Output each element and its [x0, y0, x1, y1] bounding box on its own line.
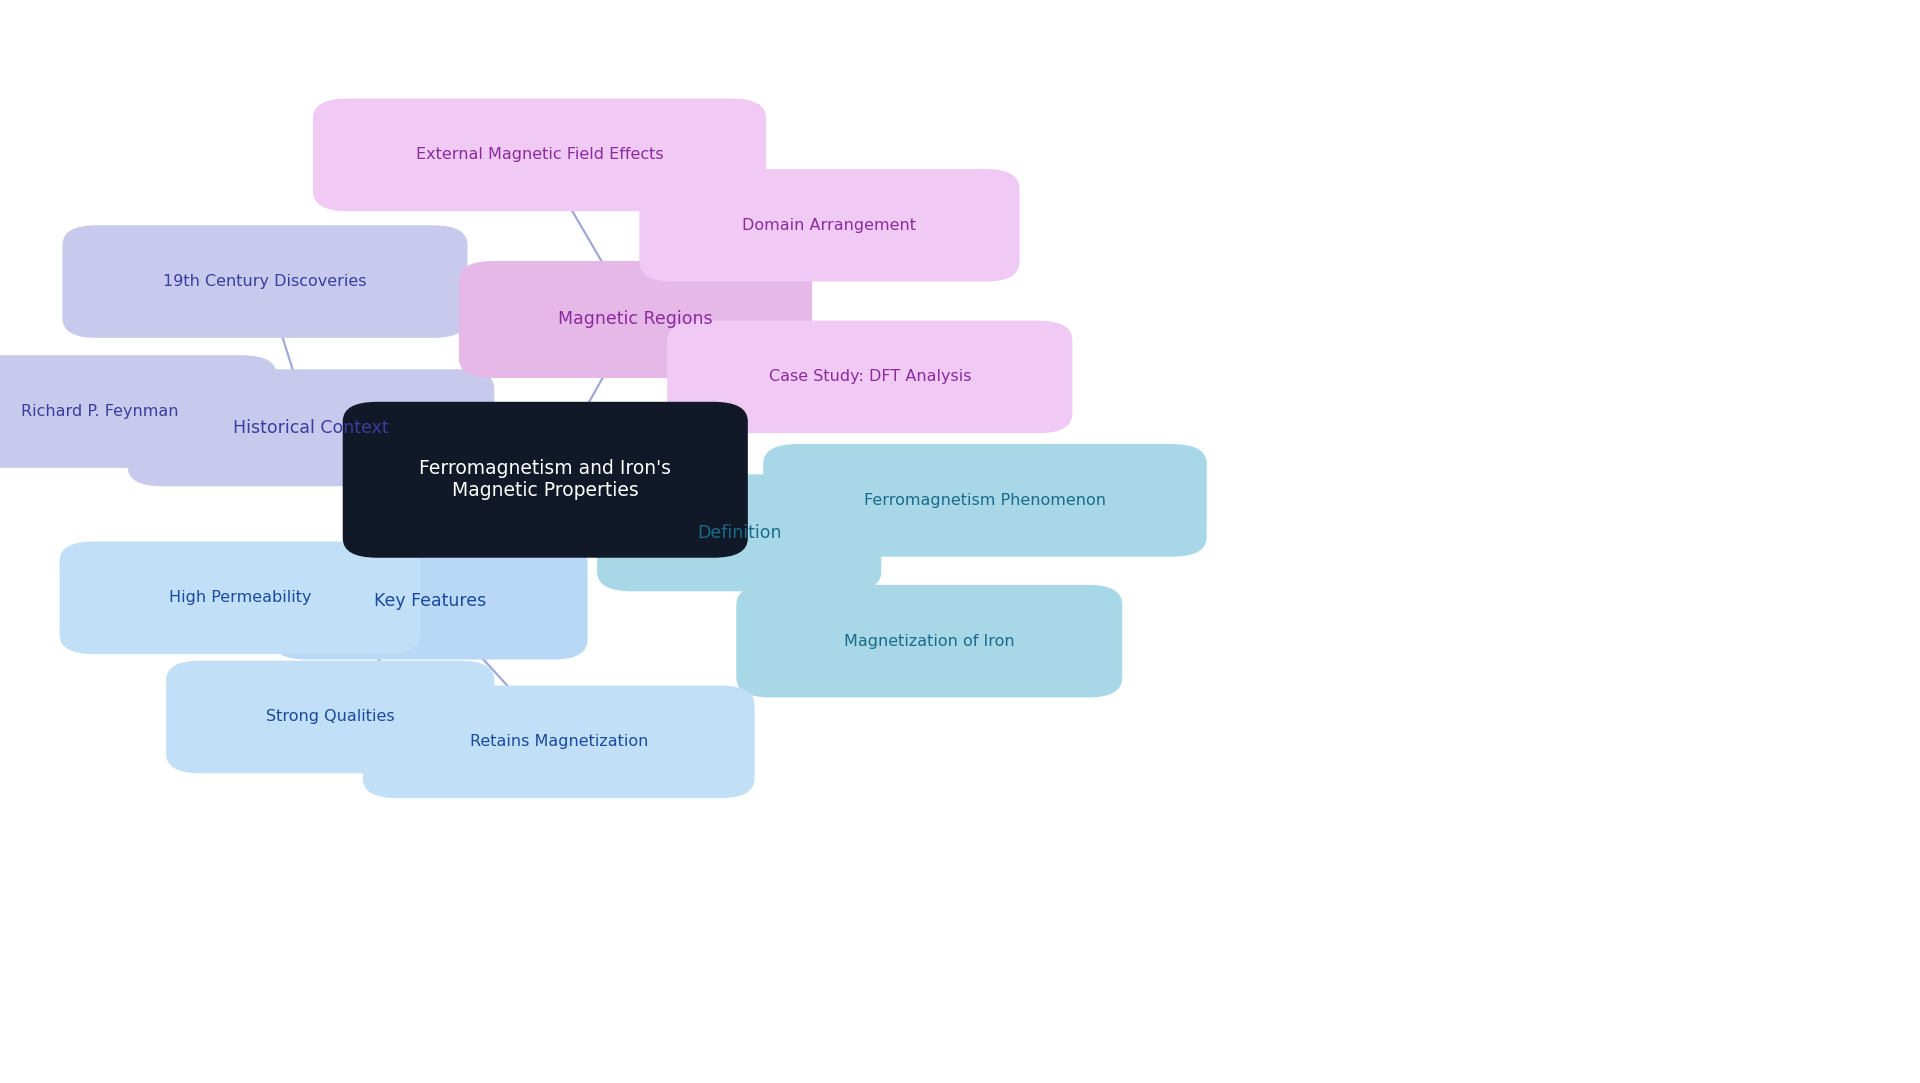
Text: Richard P. Feynman: Richard P. Feynman [21, 404, 179, 419]
FancyBboxPatch shape [313, 99, 766, 211]
Text: External Magnetic Field Effects: External Magnetic Field Effects [417, 147, 662, 162]
FancyBboxPatch shape [597, 474, 881, 591]
Text: Definition: Definition [697, 524, 781, 542]
FancyBboxPatch shape [273, 543, 588, 660]
Text: 19th Century Discoveries: 19th Century Discoveries [163, 274, 367, 289]
FancyBboxPatch shape [127, 369, 495, 486]
FancyBboxPatch shape [342, 402, 747, 558]
Text: Strong Qualities: Strong Qualities [267, 709, 394, 725]
FancyBboxPatch shape [735, 585, 1121, 697]
Text: Ferromagnetism Phenomenon: Ferromagnetism Phenomenon [864, 493, 1106, 508]
FancyBboxPatch shape [363, 686, 755, 798]
Text: High Permeability: High Permeability [169, 590, 311, 605]
Text: Domain Arrangement: Domain Arrangement [743, 218, 916, 233]
FancyBboxPatch shape [459, 261, 812, 378]
Text: Key Features: Key Features [374, 592, 486, 610]
FancyBboxPatch shape [0, 355, 276, 468]
FancyBboxPatch shape [60, 542, 420, 654]
Text: Historical Context: Historical Context [232, 419, 390, 436]
Text: Case Study: DFT Analysis: Case Study: DFT Analysis [768, 369, 972, 384]
FancyBboxPatch shape [762, 444, 1206, 557]
FancyBboxPatch shape [668, 321, 1071, 433]
Text: Magnetic Regions: Magnetic Regions [559, 311, 712, 328]
Text: Magnetization of Iron: Magnetization of Iron [845, 634, 1014, 649]
FancyBboxPatch shape [63, 225, 468, 338]
Text: Ferromagnetism and Iron's
Magnetic Properties: Ferromagnetism and Iron's Magnetic Prope… [419, 459, 672, 500]
FancyBboxPatch shape [639, 169, 1020, 282]
Text: Retains Magnetization: Retains Magnetization [470, 734, 647, 749]
FancyBboxPatch shape [165, 661, 495, 773]
